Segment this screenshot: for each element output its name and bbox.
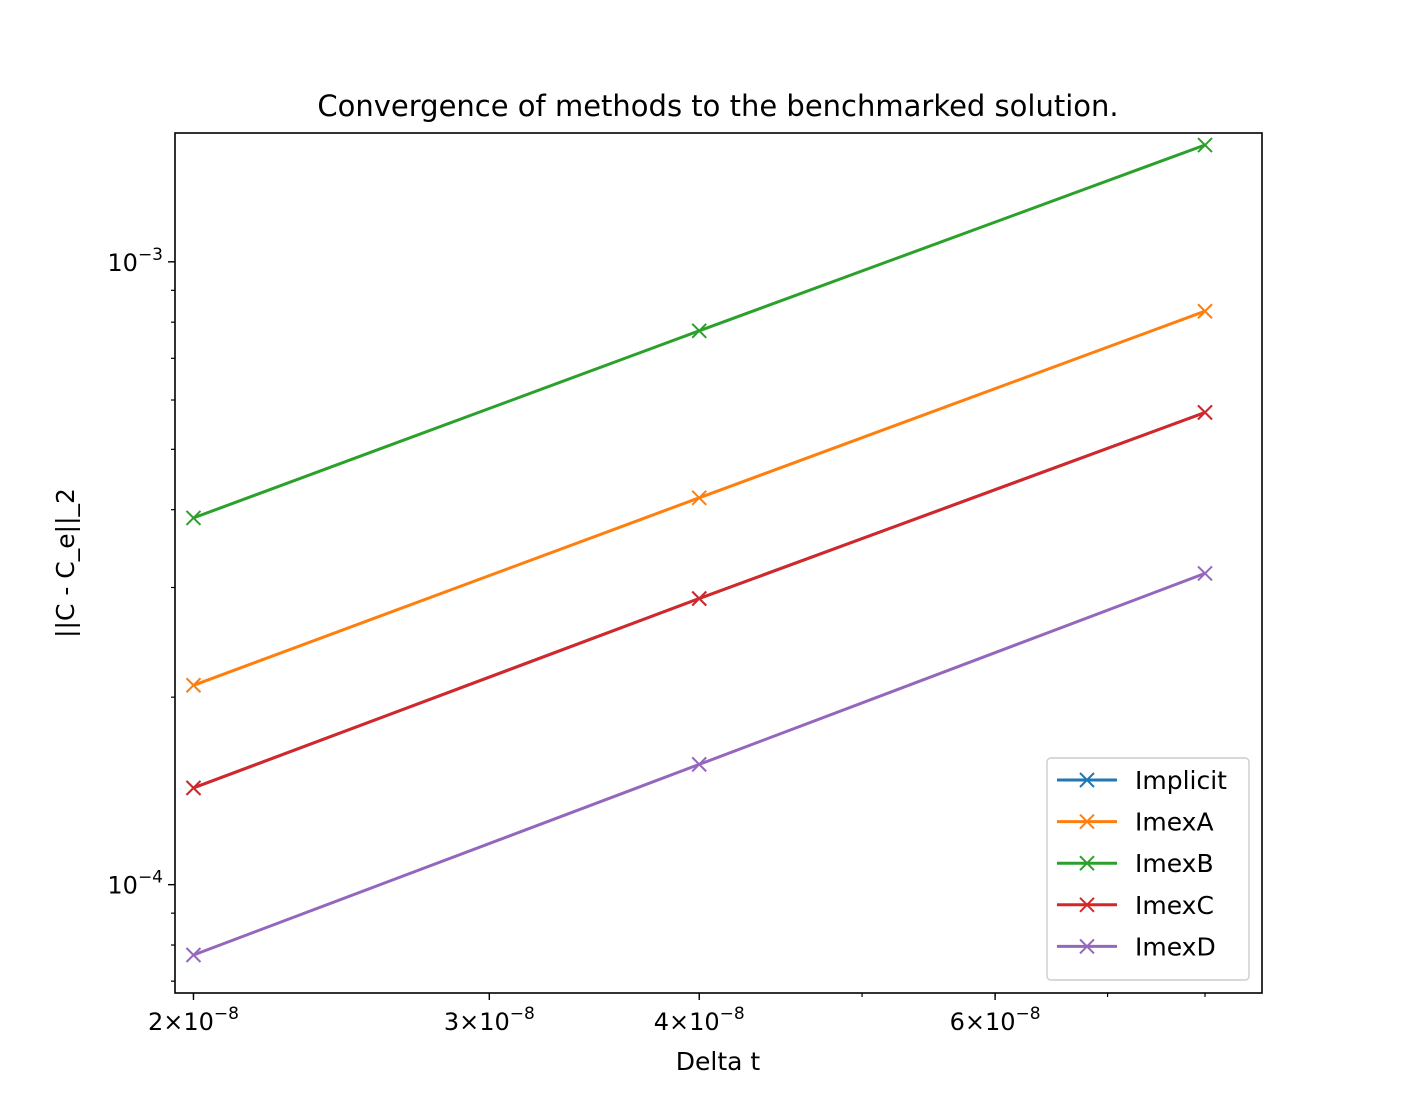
series-imexc (185, 404, 1213, 796)
data-point-imexb (185, 510, 202, 526)
legend-item-imexa: ImexA (1057, 808, 1214, 837)
y-axis-label: ||C - C_e||_2 (51, 488, 80, 638)
ticks-group: 2×10−8 3×10−8 4×10−8 6×10−8 10−3 10−4 (107, 245, 1206, 1036)
data-point-imexd (185, 947, 202, 963)
series-imexb (185, 137, 1213, 526)
x-tick-label: 6×10−8 (950, 1004, 1041, 1036)
y-tick-label: 10−4 (107, 868, 163, 900)
legend-marker (1079, 772, 1095, 788)
legend-label: ImexC (1135, 891, 1214, 920)
chart-title: Convergence of methods to the benchmarke… (317, 89, 1118, 123)
x-axis-label: Delta t (676, 1047, 761, 1076)
data-point-imexd (691, 756, 707, 773)
legend-item-implicit: Implicit (1057, 766, 1227, 795)
legend-box (1046, 757, 1250, 981)
plot-frame (174, 132, 1263, 994)
legend-label: Implicit (1135, 766, 1227, 795)
legend-marker (1079, 897, 1095, 913)
data-point-imexb (691, 323, 707, 339)
series-group (185, 137, 1213, 963)
data-point-imexd (1197, 565, 1213, 582)
data-point-imexc (185, 780, 202, 796)
legend-label: ImexA (1135, 808, 1214, 837)
y-tick-label: 10−3 (107, 245, 163, 277)
data-point-imexa (1197, 303, 1213, 319)
data-point-imexc (691, 590, 707, 607)
legend-item-imexd: ImexD (1057, 932, 1216, 961)
data-point-imexc (1197, 404, 1213, 421)
legend-item-imexb: ImexB (1057, 849, 1214, 878)
x-tick-label: 2×10−8 (148, 1004, 239, 1036)
data-point-imexb (1197, 137, 1213, 153)
data-point-imexa (185, 677, 202, 693)
series-imexd (185, 565, 1213, 963)
x-tick-label: 3×10−8 (444, 1004, 535, 1036)
legend-label: ImexB (1135, 849, 1214, 878)
legend-marker (1079, 938, 1095, 955)
series-imexa (185, 303, 1213, 693)
legend: Implicit ImexA ImexB ImexC ImexD (1046, 757, 1250, 981)
legend-label: ImexD (1135, 932, 1216, 961)
x-tick-label: 4×10−8 (654, 1004, 745, 1036)
legend-item-imexc: ImexC (1057, 891, 1214, 920)
legend-marker (1079, 855, 1095, 871)
legend-marker (1079, 813, 1095, 830)
data-point-imexa (691, 490, 707, 506)
